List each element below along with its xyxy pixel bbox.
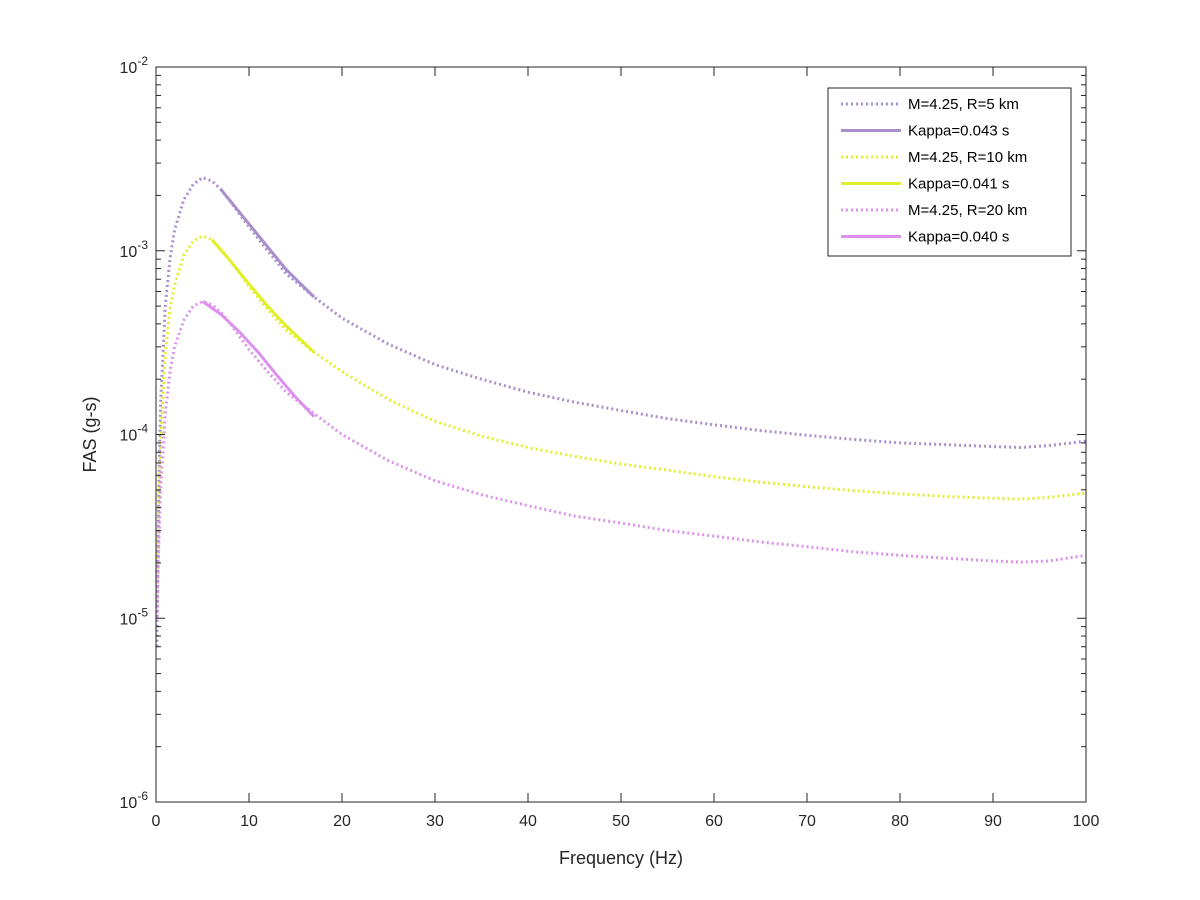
legend-label: M=4.25, R=20 km [908, 202, 1027, 219]
legend-box [827, 87, 1072, 257]
x-tick-label: 100 [1073, 813, 1100, 830]
x-tick-label: 60 [705, 813, 723, 830]
legend-label: Kappa=0.041 s [908, 176, 1009, 193]
legend-label: M=4.25, R=5 km [908, 96, 1019, 113]
series-line-2 [219, 188, 316, 299]
legend: M=4.25, R=5 km Kappa=0.043 s M=4.25, R=10 … [827, 87, 1072, 257]
series-line-1 [155, 176, 1087, 647]
x-tick-label: 80 [891, 813, 909, 830]
legend-label: M=4.25, R=10 km [908, 149, 1027, 166]
x-tick-label: 20 [333, 813, 351, 830]
y-tick-label: 10-6 [120, 789, 149, 812]
x-tick-label: 0 [152, 813, 161, 830]
series-line-5 [155, 299, 1087, 619]
x-axis-label: Frequency (Hz) [559, 848, 683, 868]
series-layer [155, 176, 1087, 647]
legend-label: Kappa=0.040 s [908, 229, 1009, 246]
x-tick-label: 70 [798, 813, 816, 830]
y-axis-label: FAS (g-s) [80, 396, 100, 472]
legend-label: Kappa=0.043 s [908, 123, 1009, 140]
series-line-4 [210, 238, 316, 354]
x-tick-label: 50 [612, 813, 630, 830]
series-line-3 [155, 234, 1087, 604]
series-line-6 [201, 300, 316, 418]
x-tick-label: 40 [519, 813, 537, 830]
y-tick-label: 10-3 [120, 238, 149, 261]
x-tick-label: 30 [426, 813, 444, 830]
y-tick-label: 10-4 [120, 422, 149, 445]
y-tick-label: 10-5 [120, 605, 149, 628]
axes-layer: 0 10 20 30 40 50 60 70 80 90 100 10-6 10-5 10-4 10-3 10… [120, 54, 1100, 830]
x-tick-label: 90 [984, 813, 1002, 830]
y-tick-label: 10-2 [120, 54, 149, 77]
x-tick-label: 10 [240, 813, 258, 830]
